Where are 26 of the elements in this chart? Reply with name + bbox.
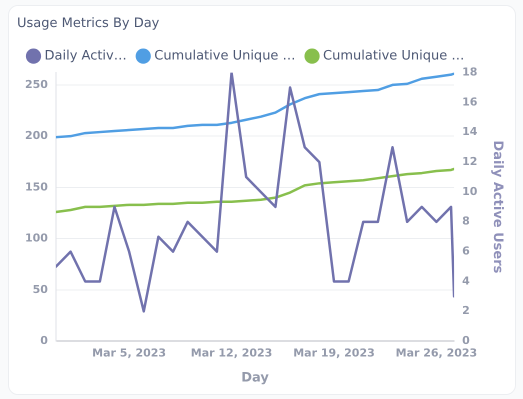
y2-tick-label: 6	[462, 244, 470, 258]
chart-title: Usage Metrics By Day	[17, 16, 160, 32]
y2-tick-label: 2	[462, 304, 470, 318]
y2-tick-label: 12	[462, 154, 478, 168]
y2-axis-title: Daily Active Users	[490, 140, 505, 274]
y-tick-label: 50	[32, 282, 48, 296]
x-tick-label: Mar 5, 2023	[92, 346, 166, 360]
y2-tick-label: 0	[462, 334, 470, 348]
x-tick-label: Mar 12, 2023	[190, 346, 272, 360]
legend-label: Daily Activ…	[44, 48, 127, 64]
y-tick-label: 200	[24, 129, 48, 142]
y2-tick-label: 8	[462, 214, 470, 228]
y2-tick-label: 14	[462, 125, 478, 138]
legend-label: Cumulative Unique …	[323, 48, 464, 64]
y-tick-label: 150	[24, 180, 48, 194]
y-tick-label: 250	[24, 78, 48, 91]
x-tick-label: Mar 19, 2023	[293, 346, 375, 360]
y2-tick-label: 10	[462, 184, 478, 198]
x-tick-label: Mar 26, 2023	[396, 346, 478, 360]
legend-label: Cumulative Unique …	[154, 48, 296, 64]
y2-tick-label: 16	[462, 95, 478, 108]
y-tick-label: 0	[40, 334, 48, 348]
x-axis-title: Day	[241, 370, 270, 386]
y2-tick-label: 18	[462, 65, 478, 78]
y-tick-label: 100	[24, 232, 48, 245]
y2-tick-label: 4	[462, 274, 470, 288]
